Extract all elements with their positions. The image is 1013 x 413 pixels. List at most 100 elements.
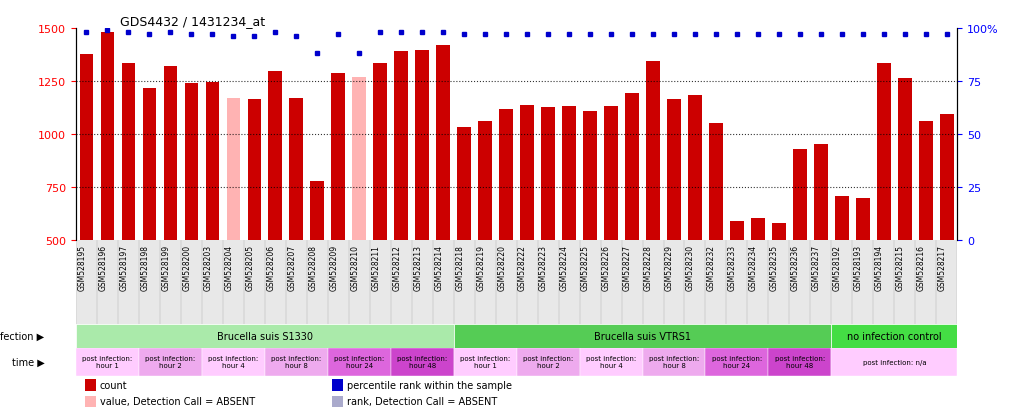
- Text: GSM528194: GSM528194: [875, 244, 883, 290]
- Text: no infection control: no infection control: [847, 331, 942, 341]
- Bar: [835, 197, 849, 346]
- Text: GSM528212: GSM528212: [392, 244, 401, 290]
- Text: post infection: n/a: post infection: n/a: [862, 359, 926, 365]
- Bar: [625, 93, 639, 346]
- Bar: [85, 379, 96, 391]
- Bar: [457, 128, 471, 346]
- Bar: [832, 348, 957, 376]
- Text: GSM528234: GSM528234: [749, 244, 758, 290]
- Text: GSM528198: GSM528198: [141, 244, 150, 290]
- Text: post infection:
hour 2: post infection: hour 2: [145, 356, 196, 368]
- Bar: [730, 221, 744, 346]
- Bar: [100, 33, 114, 346]
- Bar: [642, 348, 705, 376]
- Text: GSM528211: GSM528211: [371, 244, 380, 290]
- Bar: [877, 64, 890, 346]
- Text: post infection:
hour 4: post infection: hour 4: [209, 356, 258, 368]
- Bar: [814, 145, 828, 346]
- Bar: [769, 348, 832, 376]
- Text: GSM528220: GSM528220: [497, 244, 506, 290]
- Text: GSM528233: GSM528233: [728, 244, 737, 290]
- Bar: [76, 348, 139, 376]
- Bar: [139, 348, 202, 376]
- Text: GSM528215: GSM528215: [895, 244, 905, 290]
- Bar: [705, 348, 769, 376]
- Bar: [328, 348, 391, 376]
- Text: GSM528207: GSM528207: [288, 244, 296, 290]
- Bar: [310, 182, 324, 346]
- Text: GSM528222: GSM528222: [518, 244, 527, 290]
- Bar: [331, 396, 343, 407]
- Text: GSM528236: GSM528236: [791, 244, 800, 290]
- Text: GSM528216: GSM528216: [917, 244, 926, 290]
- Text: GSM528226: GSM528226: [602, 244, 611, 290]
- Text: GSM528235: GSM528235: [770, 244, 779, 290]
- Text: GSM528209: GSM528209: [329, 244, 338, 290]
- Bar: [940, 114, 953, 346]
- Bar: [394, 52, 408, 346]
- Bar: [668, 100, 681, 346]
- Bar: [85, 396, 96, 407]
- Bar: [604, 107, 618, 346]
- Text: GSM528229: GSM528229: [665, 244, 674, 290]
- Text: GSM528205: GSM528205: [245, 244, 254, 290]
- Bar: [541, 108, 555, 346]
- Text: GSM528199: GSM528199: [161, 244, 170, 290]
- Bar: [374, 64, 387, 346]
- Bar: [264, 348, 328, 376]
- Text: GSM528230: GSM528230: [686, 244, 695, 290]
- Bar: [517, 348, 579, 376]
- Text: post infection:
hour 8: post infection: hour 8: [271, 356, 321, 368]
- Text: rank, Detection Call = ABSENT: rank, Detection Call = ABSENT: [346, 396, 496, 406]
- Bar: [184, 84, 199, 346]
- Bar: [856, 199, 870, 346]
- Text: GSM528208: GSM528208: [308, 244, 317, 290]
- Text: post infection:
hour 4: post infection: hour 4: [586, 356, 636, 368]
- Text: post infection:
hour 48: post infection: hour 48: [397, 356, 448, 368]
- Text: GSM528218: GSM528218: [455, 244, 464, 290]
- Text: Brucella suis VTRS1: Brucella suis VTRS1: [594, 331, 691, 341]
- Bar: [353, 78, 366, 346]
- Text: post infection:
hour 24: post infection: hour 24: [334, 356, 384, 368]
- Text: time ▶: time ▶: [12, 357, 45, 367]
- Bar: [331, 379, 343, 391]
- Text: infection ▶: infection ▶: [0, 331, 45, 341]
- Text: GSM528227: GSM528227: [623, 244, 632, 290]
- Text: post infection:
hour 8: post infection: hour 8: [649, 356, 699, 368]
- Bar: [579, 348, 642, 376]
- Bar: [122, 64, 136, 346]
- Bar: [898, 78, 912, 346]
- Bar: [331, 74, 345, 346]
- Text: GSM528196: GSM528196: [98, 244, 107, 290]
- Bar: [793, 149, 806, 346]
- Text: post infection:
hour 2: post infection: hour 2: [523, 356, 573, 368]
- Bar: [772, 223, 786, 346]
- Text: GSM528204: GSM528204: [224, 244, 233, 290]
- Bar: [709, 124, 723, 346]
- Text: GSM528214: GSM528214: [435, 244, 444, 290]
- Bar: [688, 95, 702, 346]
- Bar: [478, 122, 492, 346]
- Bar: [583, 111, 597, 346]
- Bar: [391, 348, 454, 376]
- Text: GDS4432 / 1431234_at: GDS4432 / 1431234_at: [120, 15, 265, 28]
- Text: GSM528193: GSM528193: [854, 244, 863, 290]
- Text: Brucella suis S1330: Brucella suis S1330: [217, 331, 313, 341]
- Bar: [202, 348, 264, 376]
- Text: GSM528224: GSM528224: [560, 244, 569, 290]
- Bar: [163, 67, 177, 346]
- Text: GSM528195: GSM528195: [77, 244, 86, 290]
- Text: GSM528203: GSM528203: [204, 244, 213, 290]
- Bar: [437, 46, 450, 346]
- Text: GSM528197: GSM528197: [120, 244, 129, 290]
- Text: post infection:
hour 1: post infection: hour 1: [460, 356, 511, 368]
- Bar: [751, 219, 765, 346]
- Bar: [454, 325, 832, 348]
- Bar: [832, 325, 957, 348]
- Text: GSM528228: GSM528228: [644, 244, 653, 290]
- Text: percentile rank within the sample: percentile rank within the sample: [346, 380, 512, 390]
- Bar: [919, 122, 933, 346]
- Text: GSM528232: GSM528232: [707, 244, 716, 290]
- Bar: [206, 83, 219, 346]
- Text: GSM528225: GSM528225: [581, 244, 590, 290]
